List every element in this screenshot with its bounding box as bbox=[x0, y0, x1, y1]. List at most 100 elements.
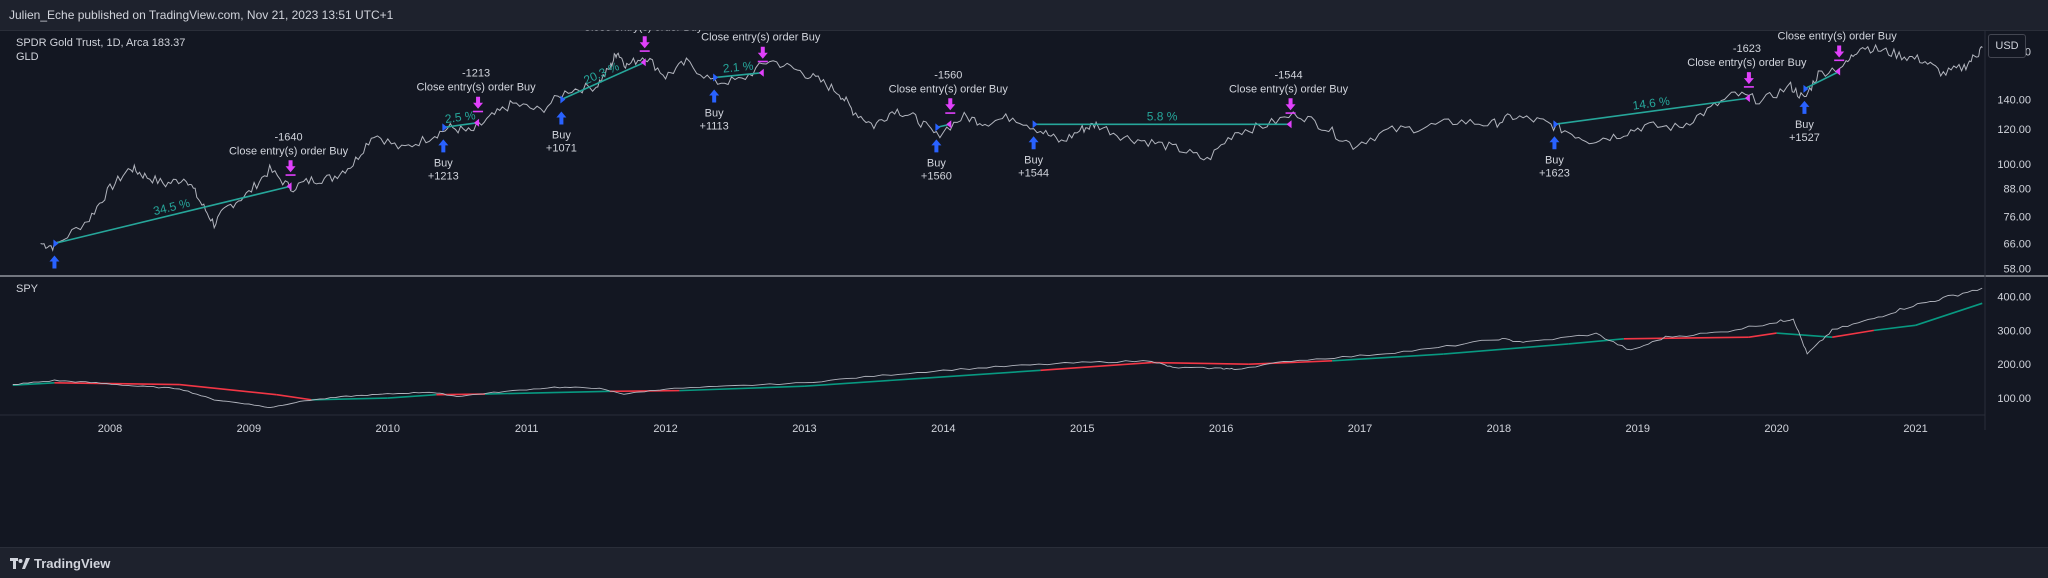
buy-label: Buy bbox=[1024, 154, 1043, 166]
x-tick: 2009 bbox=[237, 423, 261, 435]
x-tick: 2008 bbox=[98, 423, 122, 435]
buy-arrow-icon bbox=[556, 111, 567, 125]
tradingview-brand: TradingView bbox=[34, 556, 111, 571]
trade-line bbox=[1804, 70, 1840, 90]
close-order-quantity: -1560 bbox=[934, 69, 962, 81]
trade-line bbox=[561, 61, 646, 101]
trade-line bbox=[443, 121, 479, 129]
x-tick: 2012 bbox=[653, 423, 677, 435]
sell-bar-icon bbox=[1834, 59, 1845, 62]
buy-arrow-icon bbox=[931, 139, 942, 153]
trade-percent-label: 2.5 % bbox=[444, 108, 477, 126]
gld-y-tick: 120.00 bbox=[1997, 124, 2031, 136]
trade-percent-label: 20.3 % bbox=[582, 59, 622, 87]
close-order-label: Close entry(s) order Buy bbox=[1778, 31, 1898, 43]
sell-marker bbox=[1835, 67, 1841, 76]
close-order-label: Close entry(s) order Buy bbox=[1229, 83, 1349, 95]
spy-ma-segment bbox=[276, 393, 312, 401]
x-tick: 2014 bbox=[931, 423, 955, 435]
sell-marker bbox=[474, 118, 480, 127]
trade-5: Buy+1560 Close entry(s) order Buy -1560 bbox=[889, 69, 1009, 182]
close-order-quantity: -1544 bbox=[1274, 69, 1302, 81]
chart-canvas[interactable]: SPDR Gold Trust, 1D, Arca 183.37GLD180.0… bbox=[0, 30, 2048, 547]
x-tick: 2021 bbox=[1903, 423, 1927, 435]
spy-ma-segment bbox=[1748, 332, 1777, 338]
spy-y-tick: 300.00 bbox=[1997, 325, 2031, 337]
close-order-label: Close entry(s) order Buy bbox=[416, 82, 536, 94]
sell-marker bbox=[286, 182, 292, 191]
trade-7: 14.6 % Buy+1623 Close entry(s) order Buy -1… bbox=[1539, 43, 1807, 179]
gld-y-tick: 58.00 bbox=[2003, 263, 2031, 275]
trade-line bbox=[714, 71, 763, 79]
sell-bar-icon bbox=[1743, 86, 1754, 88]
gld-y-tick: 100.00 bbox=[1997, 159, 2031, 171]
buy-label: Buy bbox=[552, 129, 571, 141]
sell-arrow-icon bbox=[945, 98, 956, 111]
sell-arrow-icon bbox=[1743, 72, 1754, 85]
buy-marker bbox=[1553, 120, 1559, 129]
sell-marker bbox=[1286, 120, 1292, 129]
spy-ma-segment bbox=[1332, 353, 1444, 362]
buy-quantity: +1213 bbox=[428, 170, 459, 182]
close-order-label: Close entry(s) order Buy bbox=[229, 145, 349, 157]
tradingview-logo[interactable]: TradingView bbox=[10, 556, 110, 571]
spy-y-tick: 200.00 bbox=[1997, 359, 2031, 371]
gld-series-label: GLD bbox=[16, 51, 39, 63]
gld-y-tick: 88.00 bbox=[2003, 183, 2031, 195]
spy-price-line bbox=[12, 287, 1983, 409]
gld-y-tick: 66.00 bbox=[2003, 239, 2031, 251]
spy-ma-segment bbox=[311, 397, 388, 401]
sell-marker bbox=[1744, 94, 1750, 103]
x-tick: 2010 bbox=[376, 423, 400, 435]
tradingview-logo-icon bbox=[10, 557, 30, 569]
sell-arrow-icon bbox=[473, 96, 484, 109]
sell-bar-icon bbox=[473, 110, 484, 113]
buy-marker bbox=[560, 95, 566, 104]
trade-line bbox=[1554, 97, 1749, 126]
spy-y-tick: 400.00 bbox=[1997, 292, 2031, 304]
x-tick: 2019 bbox=[1626, 423, 1650, 435]
buy-marker bbox=[1032, 120, 1038, 129]
close-order-label: Close entry(s) order Buy bbox=[701, 32, 821, 44]
buy-label: Buy bbox=[434, 157, 453, 169]
spy-ma-segment bbox=[1568, 338, 1624, 345]
buy-arrow-icon bbox=[709, 89, 720, 103]
x-tick: 2016 bbox=[1209, 423, 1233, 435]
sell-bar-icon bbox=[639, 50, 650, 52]
spy-ma-segment bbox=[1040, 361, 1152, 372]
sell-marker bbox=[640, 58, 646, 67]
buy-label: Buy bbox=[1795, 119, 1814, 131]
buy-marker bbox=[1803, 84, 1809, 93]
buy-quantity: +1113 bbox=[700, 121, 729, 133]
sell-arrow-icon bbox=[285, 160, 296, 173]
trade-percent-label: 2.1 % bbox=[722, 59, 754, 76]
sell-arrow-icon bbox=[1834, 45, 1845, 58]
spy-ma-segment bbox=[179, 383, 277, 396]
x-tick: 2015 bbox=[1070, 423, 1094, 435]
spy-ma-segment bbox=[12, 382, 55, 387]
gld-title: SPDR Gold Trust, 1D, Arca 183.37 bbox=[16, 37, 185, 49]
spy-ma-segment bbox=[1151, 361, 1249, 366]
spy-ma-segment bbox=[1623, 336, 1749, 340]
trade-3: 20.3 %Buy+1071Close entry(s) order Buy-1… bbox=[546, 30, 703, 154]
footer-bar: TradingView bbox=[0, 547, 2048, 578]
sell-arrow-icon bbox=[639, 36, 650, 49]
spy-ma-segment bbox=[54, 382, 180, 386]
spy-ma-segment bbox=[1915, 302, 1983, 327]
spy-ma-segment bbox=[1873, 324, 1916, 332]
sell-arrow-icon bbox=[757, 46, 768, 59]
trade-percent-label: 5.8 % bbox=[1147, 109, 1178, 123]
spy-ma-segment bbox=[1832, 329, 1875, 338]
trade-line bbox=[54, 185, 291, 245]
buy-quantity: +1544 bbox=[1018, 167, 1049, 179]
x-tick: 2011 bbox=[515, 423, 539, 435]
currency-button[interactable]: USD bbox=[1988, 34, 2026, 58]
gld-price-line bbox=[40, 43, 1983, 252]
buy-label: Buy bbox=[1545, 154, 1564, 166]
x-tick: 2018 bbox=[1487, 423, 1511, 435]
buy-quantity: +1071 bbox=[546, 142, 577, 154]
buy-marker bbox=[713, 73, 719, 82]
close-order-quantity: -1640 bbox=[274, 131, 302, 143]
sell-bar-icon bbox=[285, 174, 296, 176]
